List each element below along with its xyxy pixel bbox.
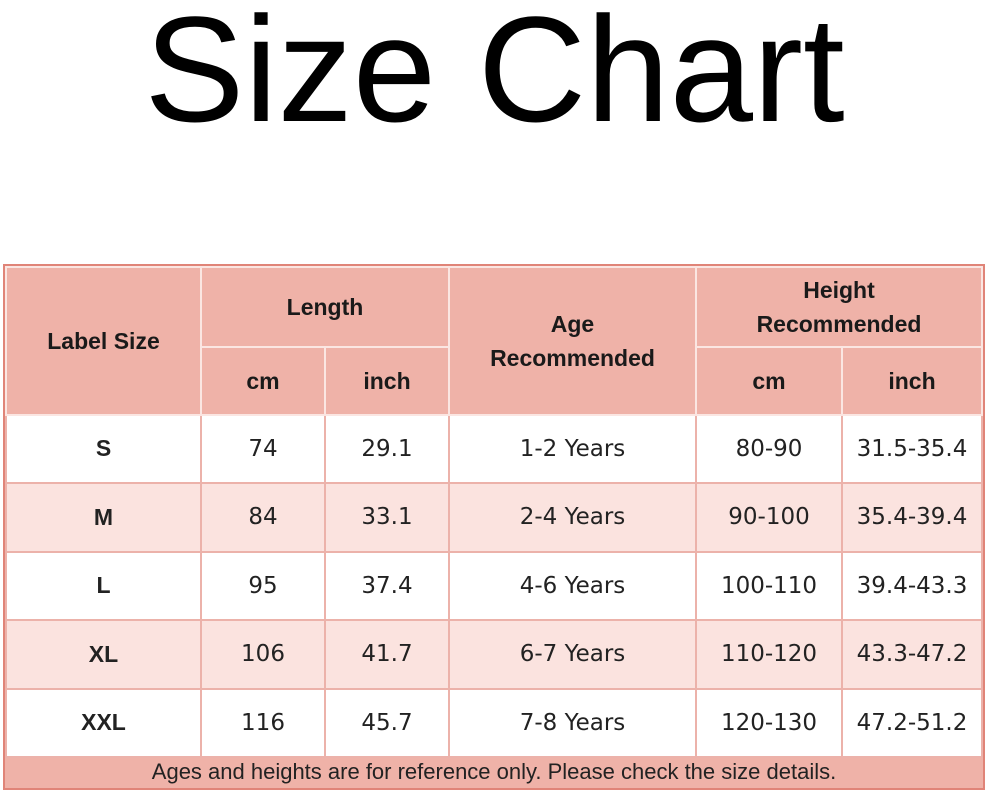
cell-size: M [5, 482, 202, 553]
cell-length-inch: 33.1 [324, 482, 450, 553]
cell-height-cm: 100-110 [695, 550, 843, 622]
cell-height-cm: 110-120 [695, 619, 843, 690]
cell-length-cm: 74 [200, 413, 326, 485]
cell-length-inch: 37.4 [324, 550, 450, 622]
cell-height-cm: 80-90 [695, 413, 843, 485]
cell-height-inch: 31.5-35.4 [841, 413, 983, 485]
cell-height-inch: 47.2-51.2 [841, 687, 983, 759]
cell-height-cm: 120-130 [695, 687, 843, 759]
cell-size: S [5, 413, 202, 485]
header-length-cm: cm [200, 345, 326, 416]
cell-height-inch: 39.4-43.3 [841, 550, 983, 622]
header-length-inch: inch [324, 345, 450, 416]
cell-length-inch: 41.7 [324, 619, 450, 690]
cell-length-inch: 29.1 [324, 413, 450, 485]
header-height: Height Recommended [695, 266, 983, 348]
header-length: Length [200, 266, 450, 348]
size-chart-table: Label Size Length Age Recommended Height… [3, 264, 985, 790]
table-row: L 95 37.4 4-6 Years 100-110 39.4-43.3 [5, 550, 983, 622]
cell-length-cm: 84 [200, 482, 326, 553]
cell-size: XXL [5, 687, 202, 759]
cell-height-inch: 43.3-47.2 [841, 619, 983, 690]
cell-length-cm: 116 [200, 687, 326, 759]
page-title: Size Chart [144, 0, 845, 153]
header-height-cm: cm [695, 345, 843, 416]
cell-size: XL [5, 619, 202, 690]
cell-height-inch: 35.4-39.4 [841, 482, 983, 553]
footer-note: Ages and heights are for reference only.… [5, 756, 983, 788]
cell-length-cm: 95 [200, 550, 326, 622]
cell-age: 6-7 Years [448, 619, 697, 690]
table-row: S 74 29.1 1-2 Years 80-90 31.5-35.4 [5, 413, 983, 485]
table-row: M 84 33.1 2-4 Years 90-100 35.4-39.4 [5, 482, 983, 553]
cell-age: 1-2 Years [448, 413, 697, 485]
cell-age: 2-4 Years [448, 482, 697, 553]
cell-age: 7-8 Years [448, 687, 697, 759]
cell-length-cm: 106 [200, 619, 326, 690]
header-label-size: Label Size [5, 266, 202, 416]
table-row: XXL 116 45.7 7-8 Years 120-130 47.2-51.2 [5, 687, 983, 759]
cell-height-cm: 90-100 [695, 482, 843, 553]
header-height-inch: inch [841, 345, 983, 416]
cell-age: 4-6 Years [448, 550, 697, 622]
cell-size: L [5, 550, 202, 622]
cell-length-inch: 45.7 [324, 687, 450, 759]
table-row: XL 106 41.7 6-7 Years 110-120 43.3-47.2 [5, 619, 983, 690]
header-age: Age Recommended [448, 266, 697, 416]
